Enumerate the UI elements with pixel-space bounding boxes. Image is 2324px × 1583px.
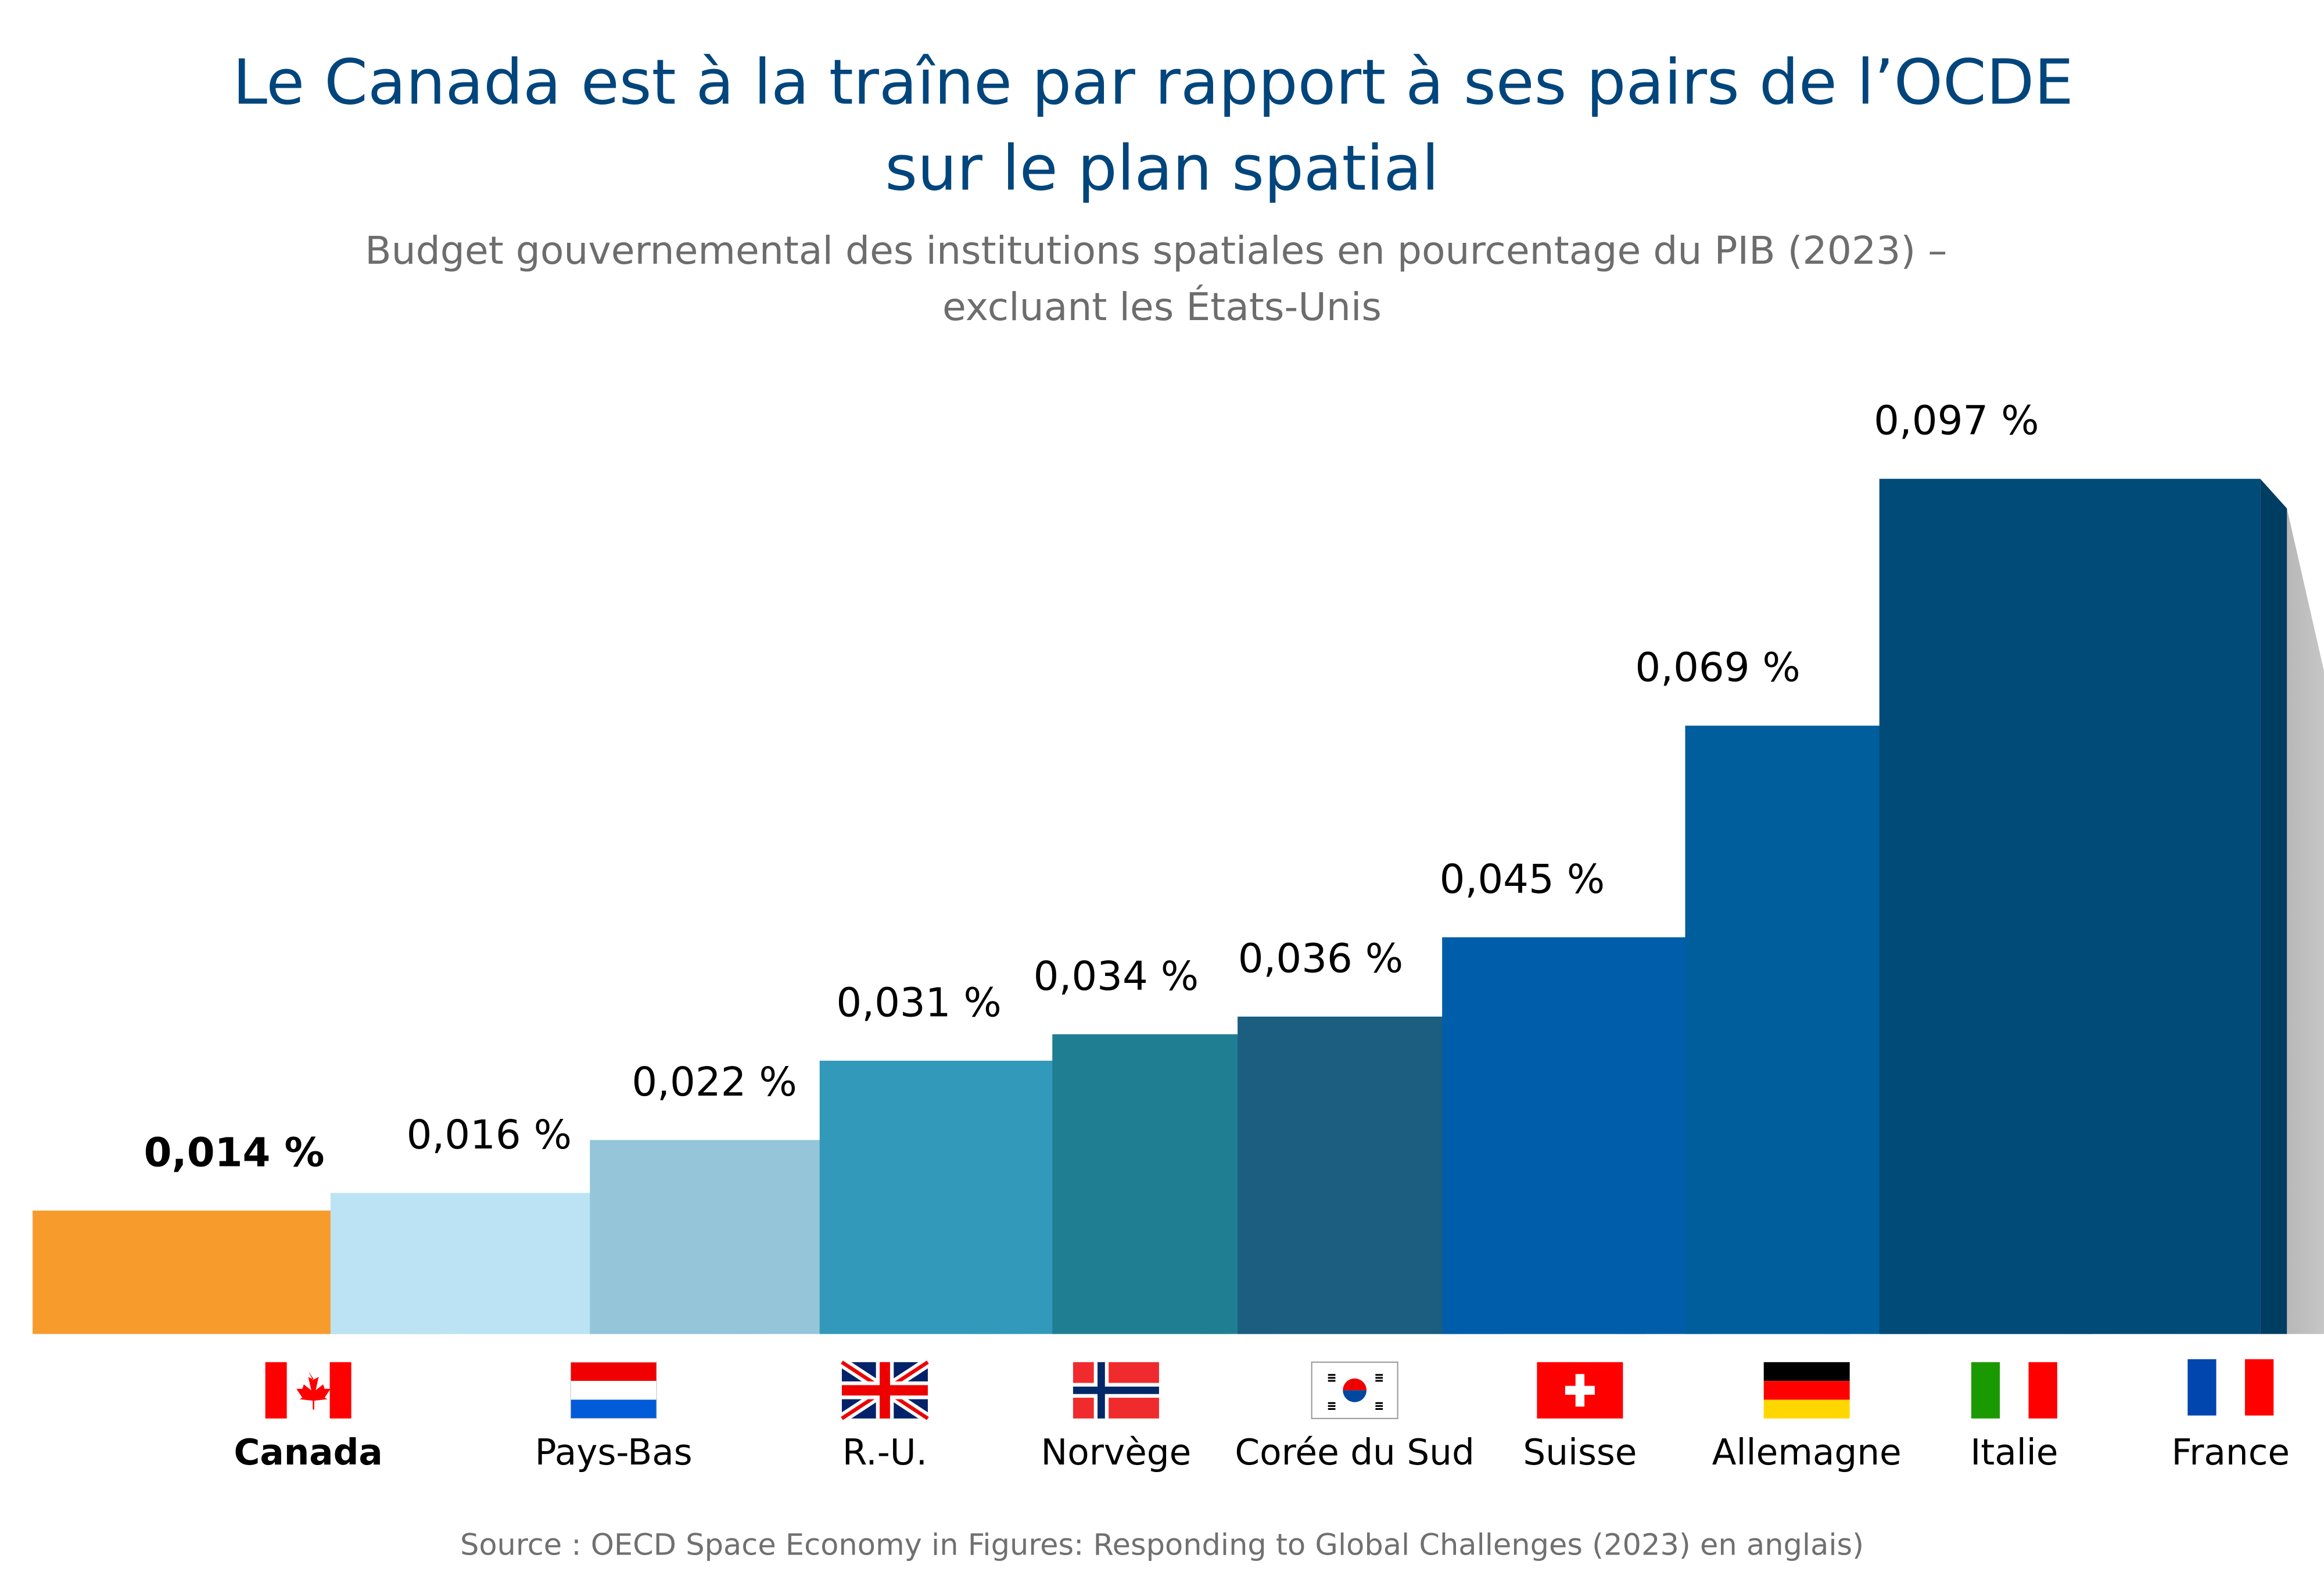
value-labels-group: 0,014 % 0,016 % 0,022 % 0,031 % 0,034 % 0,036… <box>144 398 2039 1176</box>
category-labels-group: Canada Pays-Bas R.-U. Norvège Corée du Sud Su… <box>234 1432 2290 1473</box>
norway-flag-icon <box>1073 1362 1159 1419</box>
category-label: Corée du Sud <box>1235 1432 1474 1473</box>
category-label: R.-U. <box>842 1432 927 1473</box>
canada-flag-icon <box>265 1362 352 1419</box>
category-label: Italie <box>1970 1432 2058 1473</box>
value-label: 0,016 % <box>407 1112 572 1158</box>
bars-group <box>33 479 2324 1334</box>
category-label: Norvège <box>1041 1432 1192 1473</box>
category-label: France <box>2172 1432 2290 1473</box>
switzerland-flag-icon <box>1537 1362 1623 1419</box>
italy-flag-icon <box>1971 1362 2057 1419</box>
chart-subtitle-line-2: excluant les États-Unis <box>942 284 1382 329</box>
germany-flag-icon <box>1763 1362 1850 1419</box>
france-flag-icon <box>2187 1359 2274 1416</box>
chart-subtitle-line-1: Budget gouvernemental des institutions s… <box>365 228 1947 273</box>
bar-shadow <box>2287 508 2324 1334</box>
category-label: Pays-Bas <box>535 1432 693 1473</box>
value-label: 0,014 % <box>144 1129 325 1176</box>
value-label: 0,097 % <box>1874 398 2039 444</box>
category-label: Allemagne <box>1712 1432 1902 1473</box>
uk-flag-icon <box>839 1358 931 1423</box>
chart-title-line-2: sur le plan spatial <box>885 133 1439 205</box>
category-label: Canada <box>234 1432 382 1473</box>
bar-side-face <box>2260 479 2287 1334</box>
category-label: Suisse <box>1523 1432 1637 1473</box>
value-label: 0,069 % <box>1635 645 1800 691</box>
south-korea-flag-icon <box>1311 1361 1398 1419</box>
value-label: 0,036 % <box>1238 935 1403 982</box>
flags-group <box>265 1358 2274 1423</box>
bar-front-face <box>1879 479 2261 1334</box>
value-label: 0,034 % <box>1034 953 1199 1000</box>
chart-title-line-1: Le Canada est à la traîne par rapport à … <box>232 47 2074 119</box>
source-note: Source : OECD Space Economy in Figures: … <box>460 1528 1864 1563</box>
value-label: 0,022 % <box>632 1059 797 1105</box>
value-label: 0,031 % <box>836 979 1001 1026</box>
bar-france <box>1879 479 2324 1334</box>
netherlands-flag-icon <box>570 1362 657 1419</box>
value-label: 0,045 % <box>1440 856 1605 903</box>
